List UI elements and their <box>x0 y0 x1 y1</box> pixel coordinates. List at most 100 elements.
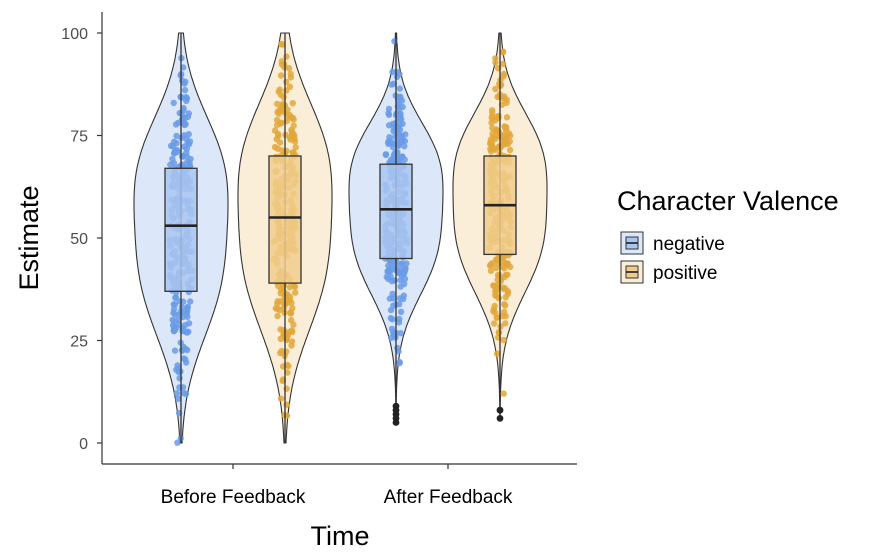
data-point <box>274 145 281 152</box>
data-point <box>495 329 503 336</box>
data-point <box>400 292 407 299</box>
data-point <box>385 138 392 145</box>
data-point <box>277 349 284 357</box>
data-point <box>292 144 299 151</box>
data-point <box>170 305 178 313</box>
data-point <box>388 81 395 88</box>
data-point <box>278 40 285 48</box>
violin-group <box>237 32 333 444</box>
data-point <box>395 319 403 326</box>
outlier-point <box>496 415 504 422</box>
violin-group <box>348 32 444 426</box>
data-point <box>492 264 500 272</box>
data-point <box>182 390 190 398</box>
data-point <box>290 122 297 129</box>
data-point <box>173 366 180 373</box>
data-point <box>187 298 194 305</box>
data-point <box>493 287 501 294</box>
data-point <box>184 303 191 310</box>
box <box>164 167 198 292</box>
data-point <box>385 267 393 274</box>
legend-key-negative <box>620 231 644 255</box>
data-point <box>287 310 294 317</box>
box <box>268 155 302 284</box>
data-point <box>185 140 193 148</box>
outlier-point <box>392 402 400 410</box>
data-point <box>396 359 403 367</box>
y-tick-label: 100 <box>61 26 88 43</box>
data-point <box>170 99 177 107</box>
data-point <box>275 107 283 114</box>
data-point <box>501 300 508 308</box>
data-point <box>385 105 393 113</box>
data-point <box>170 301 177 308</box>
y-tick-label: 25 <box>70 334 88 351</box>
data-point <box>175 321 182 328</box>
y-tick-label: 50 <box>70 231 88 248</box>
data-point <box>169 316 176 324</box>
data-point <box>274 312 281 320</box>
data-point <box>274 100 281 108</box>
data-point <box>395 105 403 113</box>
data-point <box>501 139 508 146</box>
data-point <box>503 260 510 268</box>
data-point <box>487 261 494 268</box>
data-point <box>170 159 178 167</box>
data-point <box>487 267 495 274</box>
data-point <box>286 111 293 119</box>
data-point <box>396 131 403 138</box>
data-point <box>180 104 187 112</box>
legend-key-positive <box>620 260 644 284</box>
data-point <box>502 320 509 327</box>
data-point <box>276 139 284 146</box>
x-axis-title: Time <box>311 521 370 551</box>
data-point <box>495 129 503 136</box>
data-point <box>506 132 514 139</box>
data-point <box>275 130 282 138</box>
data-point <box>292 289 299 296</box>
x-tick-label: After Feedback <box>384 487 513 508</box>
data-point <box>280 93 287 101</box>
data-point <box>173 390 181 397</box>
data-point <box>401 143 408 150</box>
data-point <box>494 93 501 101</box>
box <box>379 163 413 260</box>
data-point <box>176 375 183 382</box>
y-axis-title: Estimate <box>14 185 44 290</box>
data-point <box>184 113 192 121</box>
data-point <box>277 326 284 333</box>
data-point <box>272 305 279 312</box>
violin-group <box>133 32 229 446</box>
legend-title: Character Valence <box>617 186 839 216</box>
data-point <box>181 86 189 94</box>
data-point <box>186 159 193 167</box>
data-point <box>503 114 511 121</box>
violin-group <box>452 32 548 422</box>
data-point <box>170 328 178 335</box>
data-point <box>283 348 290 355</box>
data-point <box>399 153 406 161</box>
data-point <box>487 139 494 146</box>
data-point <box>289 130 296 138</box>
data-point <box>172 294 179 301</box>
data-point <box>182 78 189 86</box>
data-point <box>495 295 502 302</box>
data-point <box>500 70 508 78</box>
data-point <box>277 298 285 305</box>
data-point <box>394 267 401 274</box>
data-point <box>494 314 501 321</box>
data-point <box>395 142 402 150</box>
data-point <box>283 53 290 60</box>
data-point <box>501 93 508 100</box>
data-point <box>286 83 294 91</box>
data-point <box>382 151 390 158</box>
data-point <box>182 356 189 363</box>
data-point <box>499 49 507 56</box>
data-point <box>489 107 496 114</box>
data-point <box>490 306 497 313</box>
data-point <box>291 138 299 145</box>
data-point <box>171 347 179 354</box>
data-point <box>183 310 190 317</box>
data-point <box>277 120 284 127</box>
